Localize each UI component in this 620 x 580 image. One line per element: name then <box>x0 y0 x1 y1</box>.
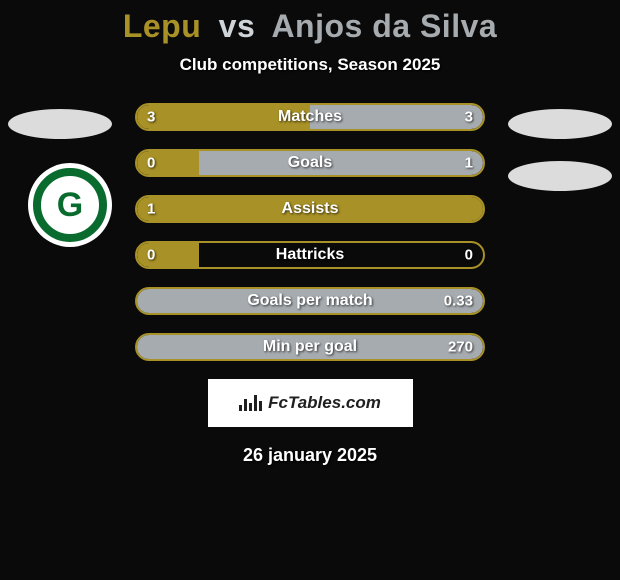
stat-rows: 3 3 Matches 0 1 Goals 1 Assists 0 0 Hattricks 0.33 G… <box>135 103 485 361</box>
stat-value-left: 0 <box>147 155 155 172</box>
club-badge-letter: G <box>57 186 83 225</box>
stat-label: Goals per match <box>247 292 372 310</box>
stat-label: Assists <box>282 200 339 218</box>
stat-value-right: 270 <box>448 339 473 356</box>
stat-bar-right <box>199 151 483 175</box>
subtitle: Club competitions, Season 2025 <box>0 55 620 75</box>
stat-row: 0.33 Goals per match <box>135 287 485 315</box>
stat-row: 0 1 Goals <box>135 149 485 177</box>
comparison-card: Lepu vs Anjos da Silva Club competitions… <box>0 0 620 466</box>
stat-value-left: 1 <box>147 201 155 218</box>
stat-value-left: 3 <box>147 109 155 126</box>
club-badge: G <box>28 163 112 247</box>
stat-label: Min per goal <box>263 338 357 356</box>
team-logo-placeholder-right-2 <box>508 161 612 191</box>
stats-area: G 3 3 Matches 0 1 Goals 1 Assists 0 0 Hattricks 0.3… <box>0 103 620 361</box>
stat-label: Hattricks <box>276 246 344 264</box>
stat-row: 1 Assists <box>135 195 485 223</box>
club-badge-ring: G <box>33 168 107 242</box>
player-left-name: Lepu <box>123 8 201 44</box>
stat-row: 270 Min per goal <box>135 333 485 361</box>
date-label: 26 january 2025 <box>0 445 620 466</box>
player-right-name: Anjos da Silva <box>271 8 497 44</box>
stat-value-right: 3 <box>465 109 473 126</box>
team-logo-placeholder-left <box>8 109 112 139</box>
stat-value-right: 1 <box>465 155 473 172</box>
stat-row: 0 0 Hattricks <box>135 241 485 269</box>
team-logo-placeholder-right-1 <box>508 109 612 139</box>
page-title: Lepu vs Anjos da Silva <box>0 8 620 45</box>
stat-label: Goals <box>288 154 332 172</box>
brand-footer: FcTables.com <box>208 379 413 427</box>
stat-value-right: 0.33 <box>444 293 473 310</box>
stat-label: Matches <box>278 108 342 126</box>
brand-text: FcTables.com <box>268 393 381 413</box>
brand-bars-icon <box>239 395 262 411</box>
vs-separator: vs <box>219 8 256 44</box>
stat-value-right: 0 <box>465 247 473 264</box>
stat-value-left: 0 <box>147 247 155 264</box>
stat-row: 3 3 Matches <box>135 103 485 131</box>
